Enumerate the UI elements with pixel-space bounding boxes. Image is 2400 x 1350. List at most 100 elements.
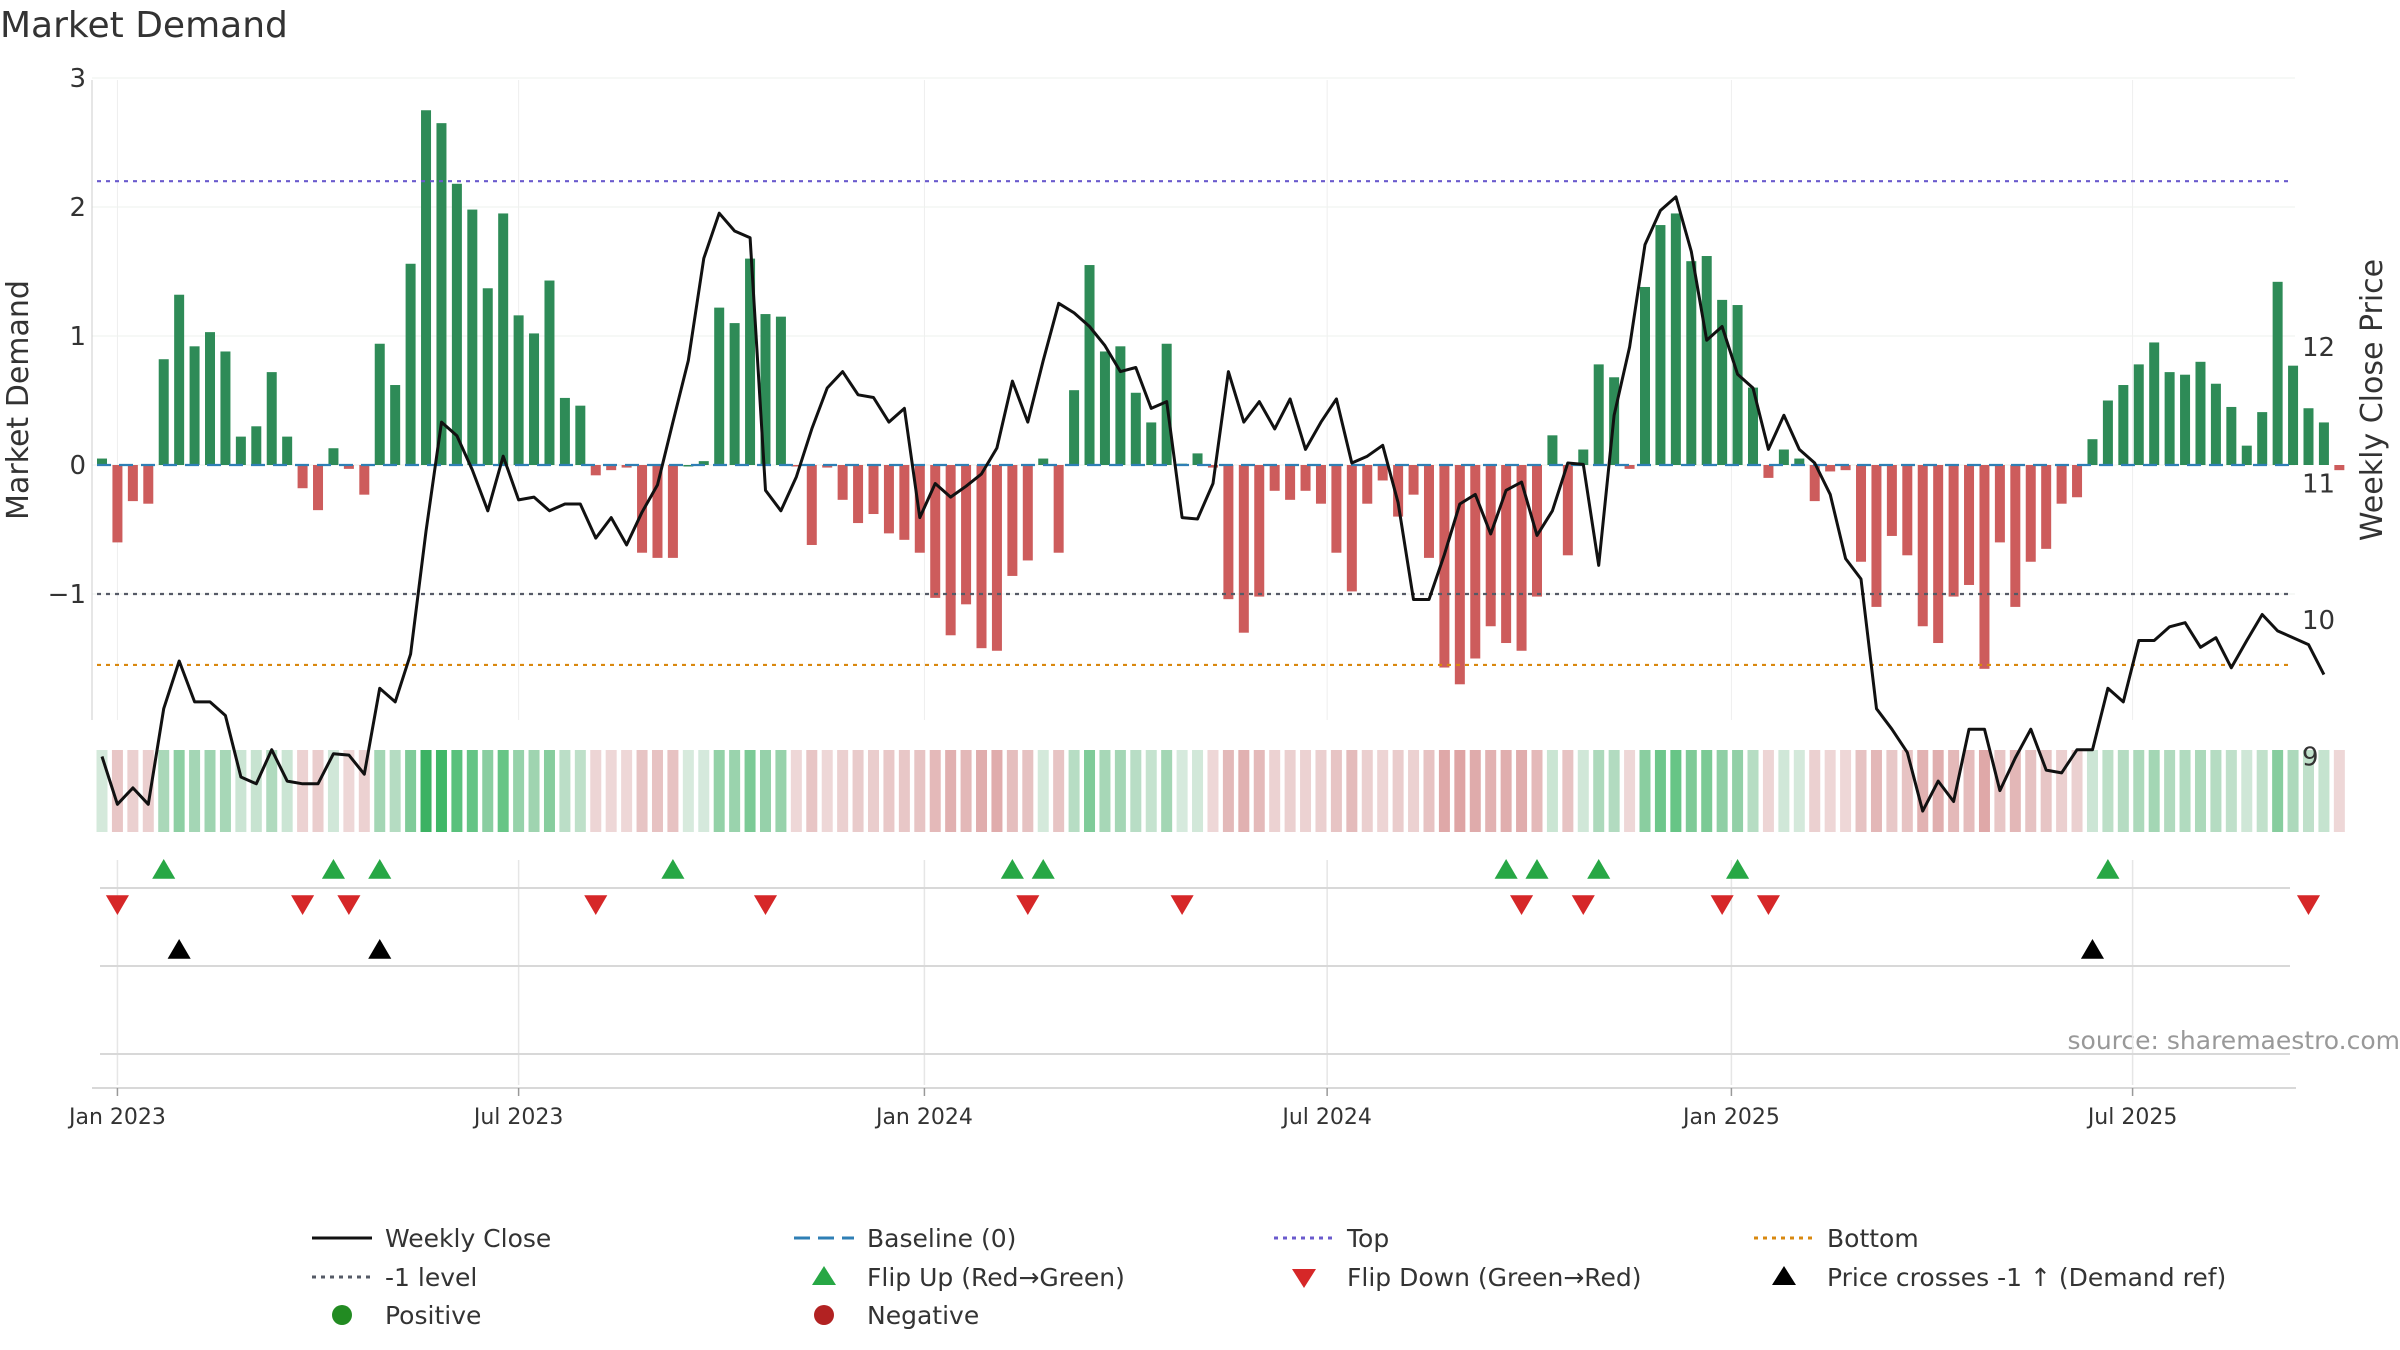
heat-cell [1099, 750, 1111, 832]
demand-bar [2118, 385, 2129, 465]
demand-bar [1948, 465, 1959, 597]
demand-bar [1439, 465, 1450, 668]
demand-bar [590, 465, 601, 476]
heat-cell [2086, 750, 2098, 832]
flip-down-marker [1571, 895, 1595, 915]
demand-bar [1485, 465, 1496, 627]
demand-bar [1192, 453, 1203, 465]
demand-bar [405, 263, 416, 465]
heat-cell [127, 750, 139, 832]
legend-swatch-triangle-down [1292, 1269, 1316, 1288]
heat-cell [405, 750, 417, 832]
demand-bar [1717, 299, 1728, 465]
demand-bar [806, 465, 817, 545]
heat-cell [1948, 750, 1960, 832]
demand-bar [868, 465, 879, 515]
flip-up-marker [368, 859, 392, 879]
demand-bar [1423, 465, 1434, 558]
heat-cell [1809, 750, 1821, 832]
heat-cell [590, 750, 602, 832]
demand-bar [529, 333, 540, 465]
heat-cell [2287, 750, 2299, 832]
demand-bar [991, 465, 1002, 651]
demand-bar [2303, 408, 2314, 465]
heat-cell [1870, 750, 1882, 832]
heat-cell [1516, 750, 1528, 832]
legend-label: Flip Down (Green→Red) [1347, 1263, 1642, 1292]
demand-bar [1269, 465, 1280, 491]
y-tick-label-right: 12 [2302, 333, 2335, 363]
heat-cell [281, 750, 293, 832]
heat-cell [1701, 750, 1713, 832]
heat-cell [2179, 750, 2191, 832]
flip-down-marker [291, 895, 315, 915]
heat-cell [945, 750, 957, 832]
demand-bar [282, 436, 293, 465]
flip-up-marker [1587, 859, 1611, 879]
demand-bar [1115, 346, 1126, 465]
price-cross-marker [2080, 939, 2105, 959]
demand-bar [467, 209, 478, 465]
demand-bar [328, 448, 339, 465]
demand-bar [745, 258, 756, 465]
heat-cell [2194, 750, 2206, 832]
heat-cell [420, 750, 432, 832]
heat-cell [250, 750, 262, 832]
heat-cell [266, 750, 278, 832]
heat-cell [2117, 750, 2129, 832]
demand-bar [1393, 465, 1404, 517]
flip-down-marker [1016, 895, 1040, 915]
demand-bar [297, 465, 308, 489]
demand-bar [698, 461, 709, 465]
demand-bar [235, 436, 246, 465]
heat-cell [759, 750, 771, 832]
heat-cell [528, 750, 540, 832]
legend-label: Top [1346, 1224, 1389, 1253]
demand-bar [1964, 465, 1975, 585]
demand-heat-strip [96, 750, 2345, 832]
heat-cell [1269, 750, 1281, 832]
heat-cell [667, 750, 679, 832]
demand-bar [2334, 465, 2345, 471]
flip-up-marker [321, 859, 345, 879]
demand-bar [220, 351, 231, 465]
x-tick-label: Jul 2023 [472, 1105, 564, 1130]
heat-cell [991, 750, 1003, 832]
demand-bar [374, 343, 385, 465]
heat-cell [1855, 750, 1867, 832]
heat-cell [2210, 750, 2222, 832]
heat-cell [1161, 750, 1173, 832]
heat-cell [698, 750, 710, 832]
heat-cell [960, 750, 972, 832]
demand-bar [899, 465, 910, 540]
demand-bar [266, 372, 277, 465]
heat-cell [2164, 750, 2176, 832]
demand-bar [451, 183, 462, 465]
legend-swatch-triangle-up [812, 1266, 836, 1285]
heat-cell [1917, 750, 1929, 832]
heat-cell [1438, 750, 1450, 832]
heat-cell [513, 750, 525, 832]
demand-bar [822, 465, 833, 468]
demand-bar [1207, 465, 1218, 468]
heat-cell [1253, 750, 1265, 832]
heat-cell [1963, 750, 1975, 832]
demand-bar [2195, 361, 2206, 465]
demand-bar [2318, 422, 2329, 465]
demand-bars [97, 110, 2345, 685]
heat-cell [1685, 750, 1697, 832]
heat-cell [358, 750, 370, 832]
heat-cell [1392, 750, 1404, 832]
heat-cell [929, 750, 941, 832]
heat-cell [682, 750, 694, 832]
demand-bar [513, 315, 524, 465]
demand-bar [2226, 406, 2237, 465]
y-tick-label-left: 1 [69, 322, 86, 352]
demand-bar [1254, 465, 1265, 597]
heat-cell [868, 750, 879, 832]
heat-cell [1377, 750, 1389, 832]
demand-bar [482, 288, 493, 465]
demand-bar [174, 294, 185, 465]
heat-cell [1762, 750, 1774, 832]
legend-label: -1 level [385, 1263, 477, 1292]
